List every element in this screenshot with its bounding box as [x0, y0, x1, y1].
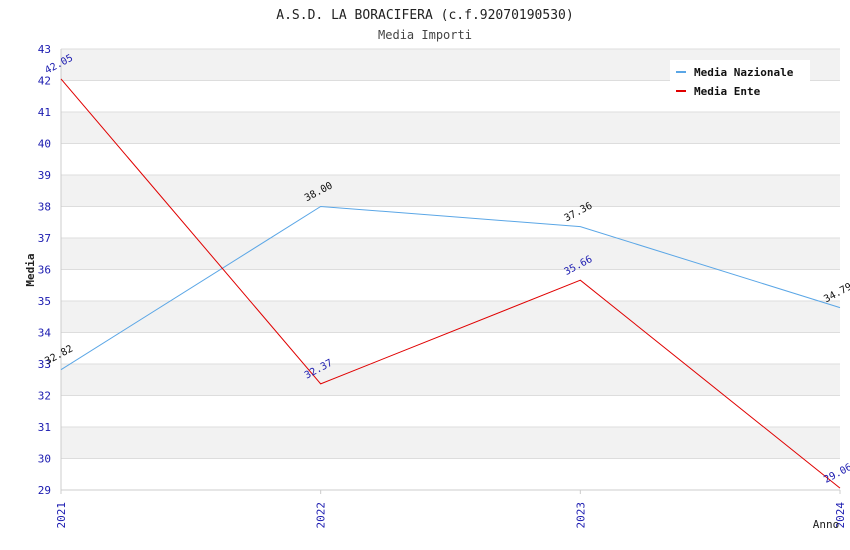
grid-band	[61, 427, 840, 459]
legend: Media Nazionale Media Ente	[670, 60, 810, 102]
y-tick-label: 38	[38, 201, 51, 214]
legend-label: Media Nazionale	[694, 66, 794, 79]
grid-band	[61, 458, 840, 490]
x-tick-label: 2021	[55, 502, 68, 529]
y-tick-label: 30	[38, 453, 51, 466]
grid-band	[61, 332, 840, 364]
grid-band	[61, 112, 840, 144]
grid-band	[61, 238, 840, 270]
series-line-media-nazionale	[60, 205, 841, 371]
y-tick-label: 34	[38, 327, 52, 340]
grid-band	[61, 269, 840, 301]
grid-band	[61, 206, 840, 238]
grid-band	[61, 143, 840, 175]
plot-bands	[60, 48, 840, 491]
y-tick-label: 33	[38, 358, 51, 371]
y-tick-label: 42	[38, 75, 51, 88]
y-tick-label: 37	[38, 232, 51, 245]
y-tick-label: 31	[38, 421, 51, 434]
grid-band	[61, 175, 840, 207]
grid-band	[61, 364, 840, 396]
x-tick-label: 2022	[315, 502, 328, 529]
x-axis-ticks: 2021 2022 2023 2024	[55, 490, 847, 529]
y-tick-label: 40	[38, 138, 51, 151]
grid-band	[61, 395, 840, 427]
y-tick-label: 39	[38, 169, 51, 182]
legend-label: Media Ente	[694, 85, 761, 98]
chart-title: A.S.D. LA BORACIFERA (c.f.92070190530)	[276, 8, 573, 23]
y-axis-label: Media	[24, 253, 37, 286]
x-axis-label: Anno	[813, 518, 840, 531]
series-line-media-ente	[60, 78, 841, 489]
grid-band	[61, 301, 840, 333]
series-lines	[60, 78, 841, 489]
y-tick-label: 32	[38, 390, 51, 403]
x-tick-label: 2023	[574, 502, 587, 529]
y-tick-label: 41	[38, 106, 51, 119]
y-axis-ticks: 29 30 31 32 33 34 35 36 37 38 39 40 41 42 43	[38, 43, 52, 497]
y-tick-label: 29	[38, 484, 51, 497]
y-tick-label: 35	[38, 295, 51, 308]
y-tick-label: 36	[38, 264, 51, 277]
chart-subtitle: Media Importi	[378, 28, 472, 42]
legend-box	[670, 60, 810, 102]
y-tick-label: 43	[38, 43, 51, 56]
x-tick-label: 2024	[834, 502, 847, 529]
